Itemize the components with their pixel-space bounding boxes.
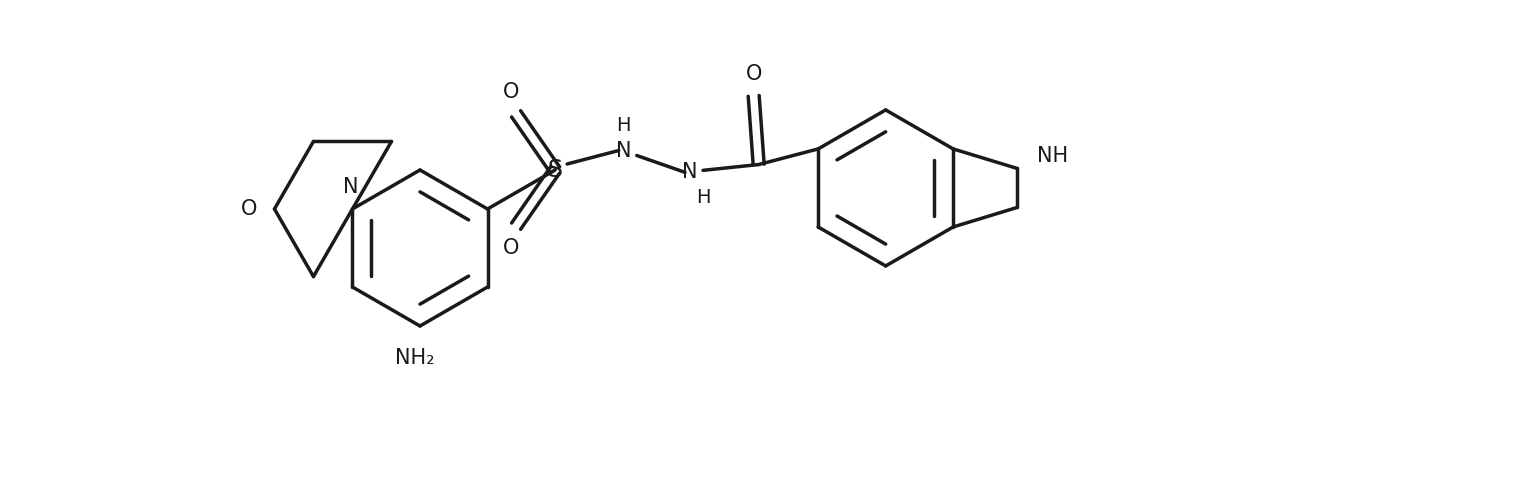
Text: O: O (241, 199, 258, 219)
Text: O: O (504, 82, 519, 102)
Text: N: N (617, 140, 632, 160)
Text: H: H (617, 116, 630, 135)
Text: O: O (504, 238, 519, 258)
Text: N: N (682, 162, 697, 182)
Text: O: O (746, 64, 761, 84)
Text: N: N (343, 177, 359, 197)
Text: H: H (696, 188, 710, 207)
Text: NH₂: NH₂ (395, 348, 435, 368)
Text: NH: NH (1036, 146, 1068, 166)
Text: S: S (548, 158, 563, 182)
